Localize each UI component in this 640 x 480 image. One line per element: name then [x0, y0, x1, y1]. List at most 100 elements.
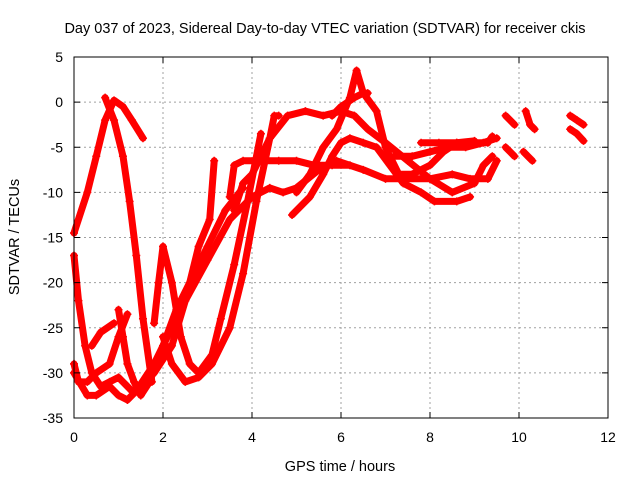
data-point — [470, 179, 479, 188]
data-point — [408, 152, 417, 161]
data-point — [350, 111, 359, 120]
data-point — [87, 341, 96, 350]
data-point — [167, 278, 176, 287]
data-point — [305, 192, 314, 201]
data-point — [210, 156, 219, 165]
data-point — [221, 206, 230, 215]
data-point — [337, 102, 345, 111]
data-point — [448, 188, 457, 197]
data-point — [230, 161, 239, 170]
x-tick-label: 12 — [600, 429, 616, 445]
x-tick-label: 10 — [511, 429, 527, 445]
x-tick-label: 8 — [426, 429, 434, 445]
data-point — [243, 197, 252, 206]
data-point — [194, 373, 203, 382]
y-tick-label: -10 — [43, 184, 63, 200]
data-point — [305, 170, 314, 179]
series-arc-5 — [88, 319, 118, 350]
data-point — [319, 170, 328, 179]
x-tick-label: 4 — [248, 429, 256, 445]
data-point — [337, 138, 345, 147]
data-point — [372, 107, 381, 116]
series-arc-7 — [115, 184, 247, 399]
data-point — [417, 188, 426, 197]
data-point — [328, 111, 337, 120]
data-point — [105, 359, 114, 368]
data-point — [452, 138, 461, 147]
data-point — [363, 125, 372, 134]
data-point — [510, 152, 519, 161]
data-point — [239, 269, 248, 278]
y-tick-label: -15 — [43, 230, 63, 246]
data-point — [225, 323, 234, 332]
data-point — [83, 377, 92, 386]
data-point — [448, 170, 457, 179]
data-point — [225, 215, 234, 224]
data-point — [279, 188, 288, 197]
data-point — [150, 319, 159, 328]
data-point — [466, 192, 475, 201]
y-tick-label: -25 — [43, 320, 63, 336]
series-arc-12 — [288, 134, 474, 219]
data-point — [506, 147, 515, 156]
y-tick-label: -20 — [43, 275, 63, 291]
data-point — [74, 296, 83, 305]
chart-title: Day 037 of 2023, Sidereal Day-to-day VTE… — [64, 21, 585, 37]
data-point — [274, 111, 283, 120]
data-point — [319, 111, 328, 120]
data-point — [352, 66, 361, 75]
data-point — [96, 328, 105, 337]
data-point — [114, 391, 123, 400]
data-point — [230, 260, 239, 269]
series-arc-8 — [150, 130, 265, 377]
data-point — [81, 341, 90, 350]
data-point — [301, 107, 310, 116]
data-point — [136, 391, 145, 400]
data-point — [203, 256, 212, 265]
data-point — [381, 174, 390, 183]
data-point — [526, 120, 535, 129]
y-axis-label: SDTVAR / TECUs — [7, 179, 23, 295]
data-point — [528, 156, 537, 165]
data-point — [399, 179, 408, 188]
data-point — [488, 152, 497, 161]
data-point — [118, 102, 127, 111]
x-tick-label: 6 — [337, 429, 345, 445]
data-point — [452, 197, 461, 206]
data-point — [230, 206, 239, 215]
series-arc-16 — [417, 137, 478, 147]
data-point — [572, 129, 581, 138]
data-point — [408, 170, 417, 179]
data-point — [123, 395, 132, 404]
data-point — [359, 165, 368, 174]
data-point — [523, 152, 532, 161]
data-point — [87, 368, 96, 377]
data-point — [114, 305, 123, 314]
axis-ticks: 0 2 4 6 8 10 12 -35 -30 -25 -20 -15 -10 -5 0 5 — [43, 49, 616, 445]
x-axis-label: GPS time / hours — [285, 459, 395, 475]
data-point — [130, 377, 139, 386]
data-point — [492, 156, 501, 165]
data-point — [123, 310, 132, 319]
data-point — [118, 332, 127, 341]
data-point — [181, 377, 190, 386]
data-point — [359, 138, 368, 147]
x-tick-label: 0 — [70, 429, 78, 445]
data-point — [205, 215, 214, 224]
data-point — [394, 170, 403, 179]
data-point — [579, 136, 588, 145]
data-point — [332, 125, 341, 134]
data-point — [105, 382, 114, 391]
data-point — [426, 161, 434, 170]
data-point — [110, 96, 119, 105]
data-point — [154, 278, 163, 287]
data-point — [470, 136, 479, 145]
data-point — [265, 134, 274, 143]
data-point — [101, 93, 110, 102]
data-point — [239, 179, 248, 188]
data-point — [185, 359, 194, 368]
data-point — [159, 242, 167, 251]
data-point — [530, 125, 539, 134]
data-point — [328, 152, 337, 161]
data-point — [138, 134, 147, 143]
